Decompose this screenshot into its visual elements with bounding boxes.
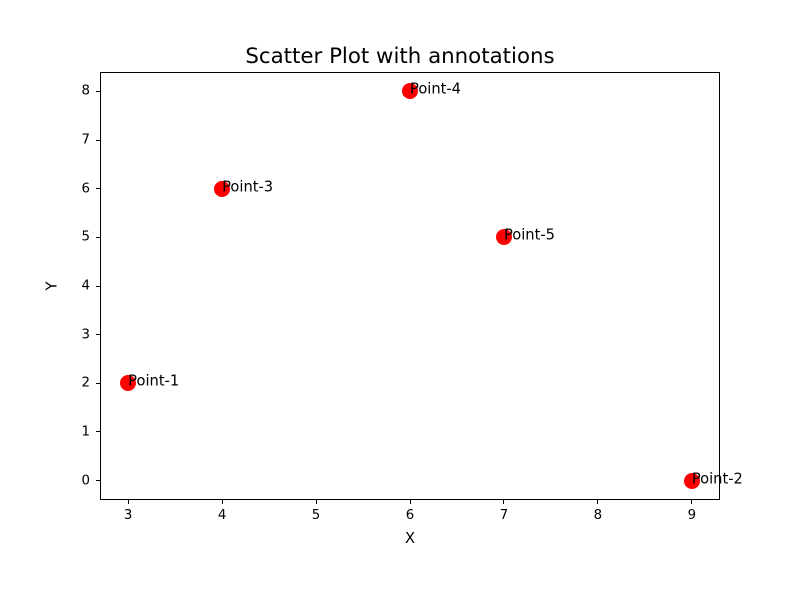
x-tick xyxy=(597,500,598,504)
y-tick xyxy=(96,383,100,384)
y-tick-label: 0 xyxy=(82,473,90,488)
y-tick-label: 6 xyxy=(82,181,90,196)
point-annotation: Point-5 xyxy=(504,227,555,244)
y-tick xyxy=(96,237,100,238)
y-tick-label: 2 xyxy=(82,376,90,391)
x-tick xyxy=(222,500,223,504)
y-axis-label: Y xyxy=(44,282,61,291)
x-tick-label: 4 xyxy=(218,508,226,523)
y-tick xyxy=(96,188,100,189)
x-tick xyxy=(128,500,129,504)
y-tick xyxy=(96,91,100,92)
y-tick-label: 8 xyxy=(82,84,90,99)
x-tick-label: 7 xyxy=(500,508,508,523)
y-tick-label: 1 xyxy=(82,424,90,439)
y-tick xyxy=(96,480,100,481)
x-tick-label: 5 xyxy=(312,508,320,523)
x-tick xyxy=(410,500,411,504)
point-annotation: Point-3 xyxy=(222,178,273,195)
y-tick xyxy=(96,431,100,432)
point-annotation: Point-2 xyxy=(692,470,743,487)
y-tick xyxy=(96,334,100,335)
x-tick-label: 3 xyxy=(124,508,132,523)
y-tick-label: 4 xyxy=(82,279,90,294)
y-tick-label: 7 xyxy=(82,133,90,148)
point-annotation: Point-4 xyxy=(410,81,461,98)
point-annotation: Point-1 xyxy=(128,373,179,390)
y-tick xyxy=(96,286,100,287)
plot-area xyxy=(100,72,720,500)
x-tick xyxy=(691,500,692,504)
x-tick-label: 6 xyxy=(406,508,414,523)
x-tick-label: 8 xyxy=(594,508,602,523)
scatter-chart: Scatter Plot with annotations X Y 3 4 5 6 7 8… xyxy=(0,0,800,600)
x-axis-label: X xyxy=(405,530,415,547)
chart-title: Scatter Plot with annotations xyxy=(0,44,800,69)
y-tick xyxy=(96,140,100,141)
y-tick-label: 5 xyxy=(82,230,90,245)
x-tick xyxy=(316,500,317,504)
y-tick-label: 3 xyxy=(82,327,90,342)
x-tick xyxy=(503,500,504,504)
x-tick-label: 9 xyxy=(688,508,696,523)
